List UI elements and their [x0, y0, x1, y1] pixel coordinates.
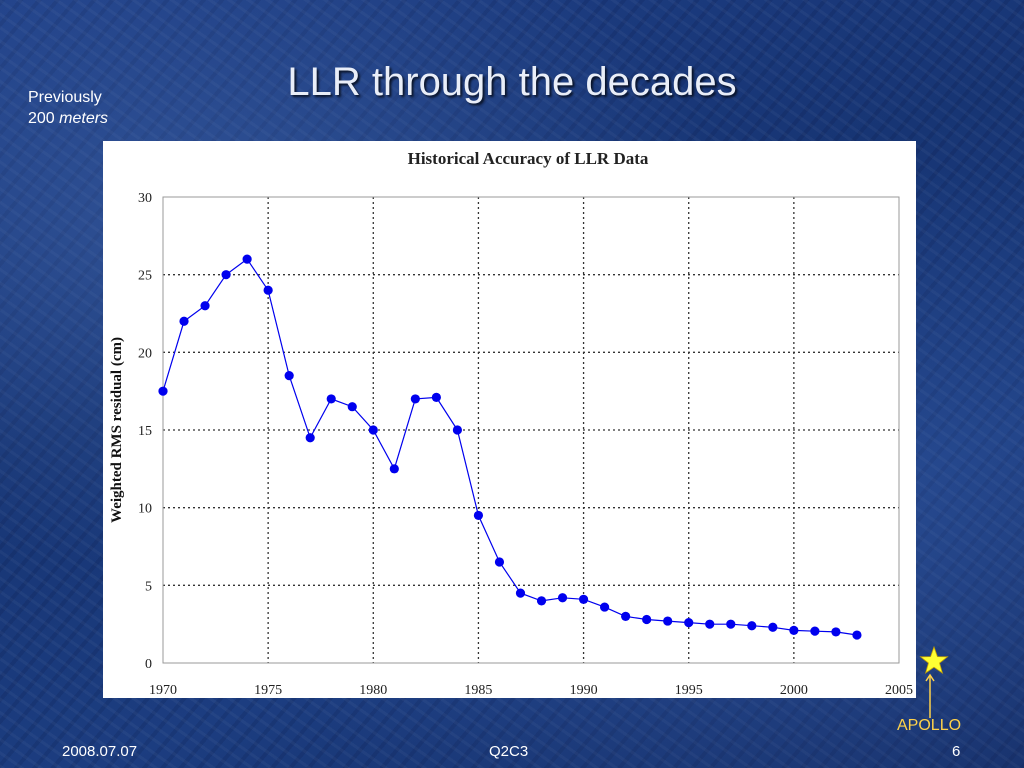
- slide-title: LLR through the decades: [287, 60, 737, 104]
- data-point: [536, 596, 547, 606]
- previously-note: Previously 200 meters: [28, 87, 108, 129]
- data-point: [305, 433, 315, 443]
- y-axis-label: Weighted RMS residual (cm): [109, 337, 125, 523]
- y-tick-label: 20: [138, 346, 152, 361]
- x-tick-label: 1985: [464, 683, 492, 698]
- data-point: [494, 557, 505, 567]
- y-tick-label: 5: [145, 579, 152, 594]
- data-point: [600, 602, 610, 612]
- data-point: [705, 619, 715, 629]
- data-point: [663, 616, 673, 626]
- x-tick-label: 1990: [570, 683, 598, 698]
- x-tick-label: 1980: [359, 683, 387, 698]
- up-arrow-icon: [925, 673, 935, 718]
- data-point: [810, 626, 820, 636]
- data-point: [789, 625, 799, 635]
- data-point: [200, 301, 210, 311]
- x-tick-label: 2000: [780, 683, 808, 698]
- star-icon: [919, 646, 949, 674]
- data-point: [578, 594, 589, 604]
- data-point: [726, 619, 736, 629]
- data-point: [368, 425, 378, 435]
- data-point: [263, 285, 273, 295]
- plot-frame: [162, 196, 900, 664]
- data-point: [515, 588, 526, 598]
- chart-title: Historical Accuracy of LLR Data: [408, 149, 649, 168]
- data-point: [284, 371, 294, 381]
- previously-value: 200 meters: [28, 108, 108, 129]
- series-line: [162, 258, 857, 636]
- data-point: [831, 627, 841, 637]
- previously-label: Previously: [28, 89, 102, 106]
- data-point: [410, 394, 420, 404]
- apollo-label: APOLLO: [897, 717, 962, 734]
- llr-accuracy-chart: Historical Accuracy of LLR Data 1970 1975…: [103, 141, 916, 698]
- data-point: [326, 394, 336, 404]
- x-tick-label: 1975: [254, 683, 282, 698]
- series-markers: [158, 254, 862, 640]
- footer-date: 2008.07.07: [62, 743, 138, 760]
- y-tick-label: 0: [145, 657, 152, 672]
- x-tick-label: 1970: [149, 683, 177, 698]
- y-tick-label: 10: [138, 502, 152, 517]
- y-tick-label: 30: [138, 191, 152, 206]
- axis-ticks: 1970 1975 1980 1985 1990 1995 2000 2005 0 5 10 15 20…: [138, 191, 913, 698]
- data-point: [852, 630, 862, 640]
- chart-panel: Historical Accuracy of LLR Data 1970 1975…: [103, 141, 916, 698]
- y-tick-label: 15: [138, 424, 152, 439]
- data-point: [557, 593, 568, 603]
- previously-unit: meters: [59, 110, 109, 127]
- data-point: [684, 618, 694, 628]
- chart-background: [103, 141, 916, 698]
- previously-number: 200: [28, 110, 55, 127]
- data-point: [389, 464, 399, 474]
- data-point: [158, 386, 168, 396]
- data-point: [242, 254, 252, 264]
- footer-center-text: Q2C3: [489, 743, 529, 760]
- data-point: [768, 622, 778, 632]
- data-point: [179, 316, 189, 326]
- slide-number: 6: [952, 743, 961, 760]
- data-point: [642, 614, 652, 625]
- data-point: [431, 392, 441, 402]
- data-point: [747, 621, 757, 631]
- x-tick-label: 2005: [885, 683, 913, 698]
- x-tick-label: 1995: [675, 683, 703, 698]
- data-point: [452, 425, 462, 435]
- data-point: [221, 270, 231, 280]
- y-tick-label: 25: [138, 269, 152, 284]
- data-point: [621, 611, 631, 621]
- data-point: [473, 510, 484, 521]
- data-point: [347, 402, 357, 412]
